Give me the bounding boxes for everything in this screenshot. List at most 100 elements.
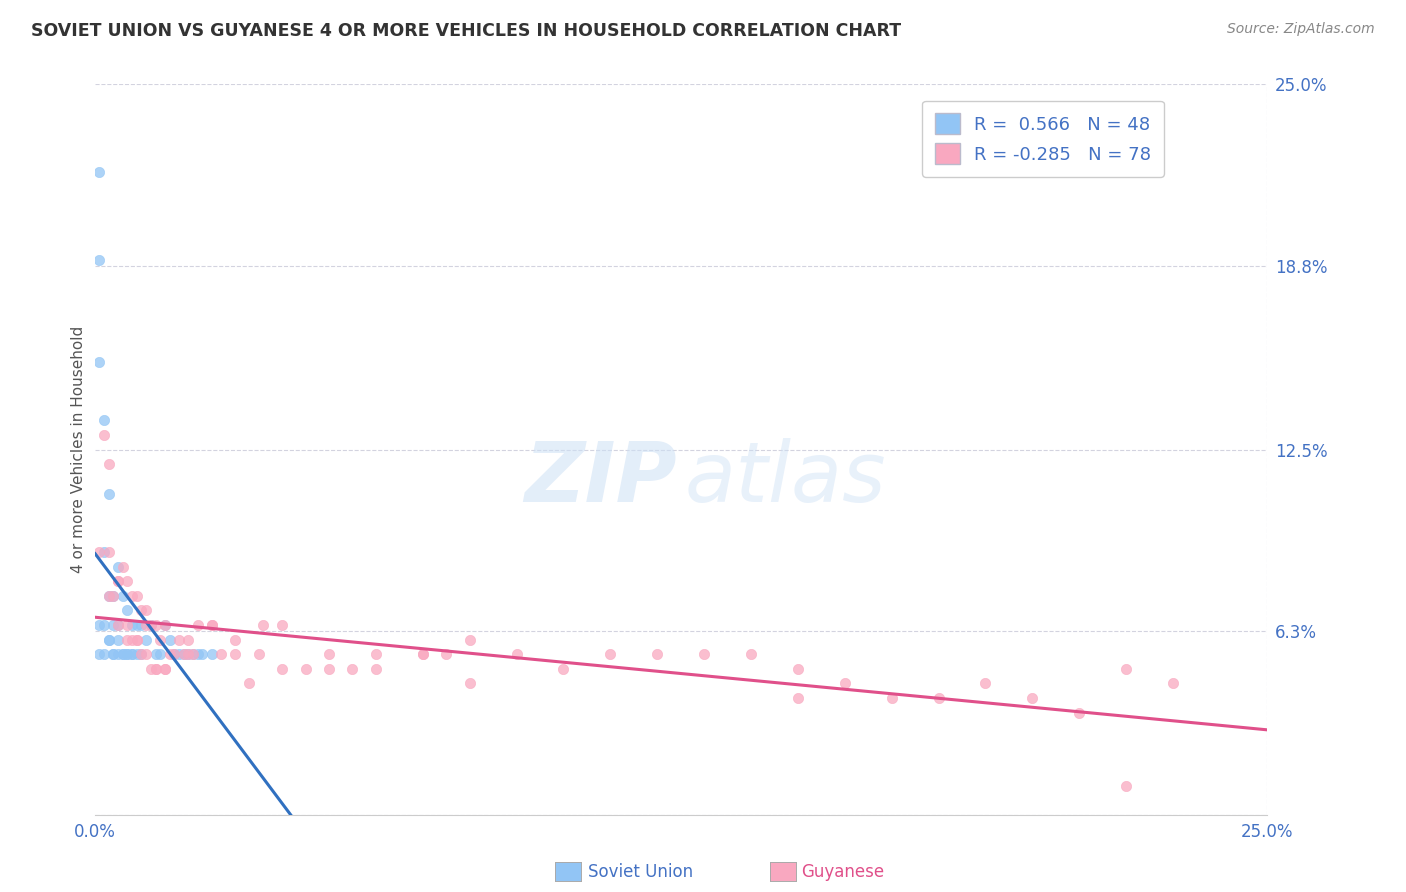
Point [117, 647, 139, 661]
Point [153, 618, 176, 632]
Point [107, 574, 129, 589]
Point [505, 647, 527, 661]
Point [97, 632, 120, 647]
Point [928, 691, 950, 706]
Point [177, 647, 200, 661]
Point [93, 428, 115, 442]
Point [131, 647, 153, 661]
Point [93, 618, 115, 632]
Point [107, 618, 129, 632]
Point [103, 589, 125, 603]
Point [107, 632, 129, 647]
Point [97, 458, 120, 472]
Point [209, 647, 232, 661]
Point [103, 589, 125, 603]
Point [121, 647, 143, 661]
Point [247, 647, 270, 661]
Point [181, 647, 204, 661]
Point [974, 676, 997, 690]
Point [97, 486, 120, 500]
Point [139, 618, 162, 632]
Point [224, 632, 246, 647]
Point [167, 647, 190, 661]
Point [191, 647, 214, 661]
Point [121, 647, 143, 661]
Point [173, 647, 195, 661]
Point [364, 647, 387, 661]
Point [103, 647, 125, 661]
Point [177, 632, 200, 647]
Point [135, 647, 157, 661]
Point [159, 647, 181, 661]
Point [167, 632, 190, 647]
Point [201, 647, 224, 661]
Point [458, 676, 481, 690]
Text: Guyanese: Guyanese [801, 863, 884, 881]
Point [125, 632, 148, 647]
Point [89, 165, 111, 179]
Point [187, 647, 209, 661]
Point [252, 618, 274, 632]
Point [177, 647, 200, 661]
Point [125, 632, 148, 647]
Text: Soviet Union: Soviet Union [588, 863, 693, 881]
Point [103, 647, 125, 661]
Point [97, 589, 120, 603]
Point [553, 662, 575, 676]
Point [786, 662, 808, 676]
Text: ZIP: ZIP [524, 439, 678, 519]
Point [93, 413, 115, 427]
Text: atlas: atlas [685, 439, 886, 519]
Point [97, 545, 120, 559]
Point [107, 574, 129, 589]
Point [107, 618, 129, 632]
Point [458, 632, 481, 647]
Point [117, 603, 139, 617]
Point [318, 647, 340, 661]
Point [364, 662, 387, 676]
Point [89, 618, 111, 632]
Point [111, 559, 134, 574]
Y-axis label: 4 or more Vehicles in Household: 4 or more Vehicles in Household [72, 326, 86, 574]
Point [145, 662, 167, 676]
Point [121, 618, 143, 632]
Point [145, 662, 167, 676]
Point [107, 559, 129, 574]
Point [163, 647, 186, 661]
Point [145, 647, 167, 661]
Point [117, 574, 139, 589]
Point [125, 647, 148, 661]
Point [159, 632, 181, 647]
Point [97, 589, 120, 603]
Point [117, 647, 139, 661]
Point [111, 589, 134, 603]
Point [153, 662, 176, 676]
Point [271, 618, 294, 632]
Point [201, 618, 224, 632]
Point [131, 647, 153, 661]
Point [271, 662, 294, 676]
Point [1115, 779, 1137, 793]
Point [125, 618, 148, 632]
Point [145, 618, 167, 632]
Point [1069, 706, 1091, 720]
Point [1161, 676, 1184, 690]
Legend: R =  0.566   N = 48, R = -0.285   N = 78: R = 0.566 N = 48, R = -0.285 N = 78 [922, 101, 1164, 177]
Point [89, 545, 111, 559]
Point [117, 632, 139, 647]
Point [238, 676, 260, 690]
Point [111, 647, 134, 661]
Point [125, 589, 148, 603]
Point [93, 545, 115, 559]
Point [131, 603, 153, 617]
Point [693, 647, 716, 661]
Point [93, 647, 115, 661]
Point [135, 632, 157, 647]
Point [434, 647, 457, 661]
Point [163, 647, 186, 661]
Point [153, 662, 176, 676]
Point [740, 647, 762, 661]
Point [149, 647, 172, 661]
Point [645, 647, 668, 661]
Point [201, 618, 224, 632]
